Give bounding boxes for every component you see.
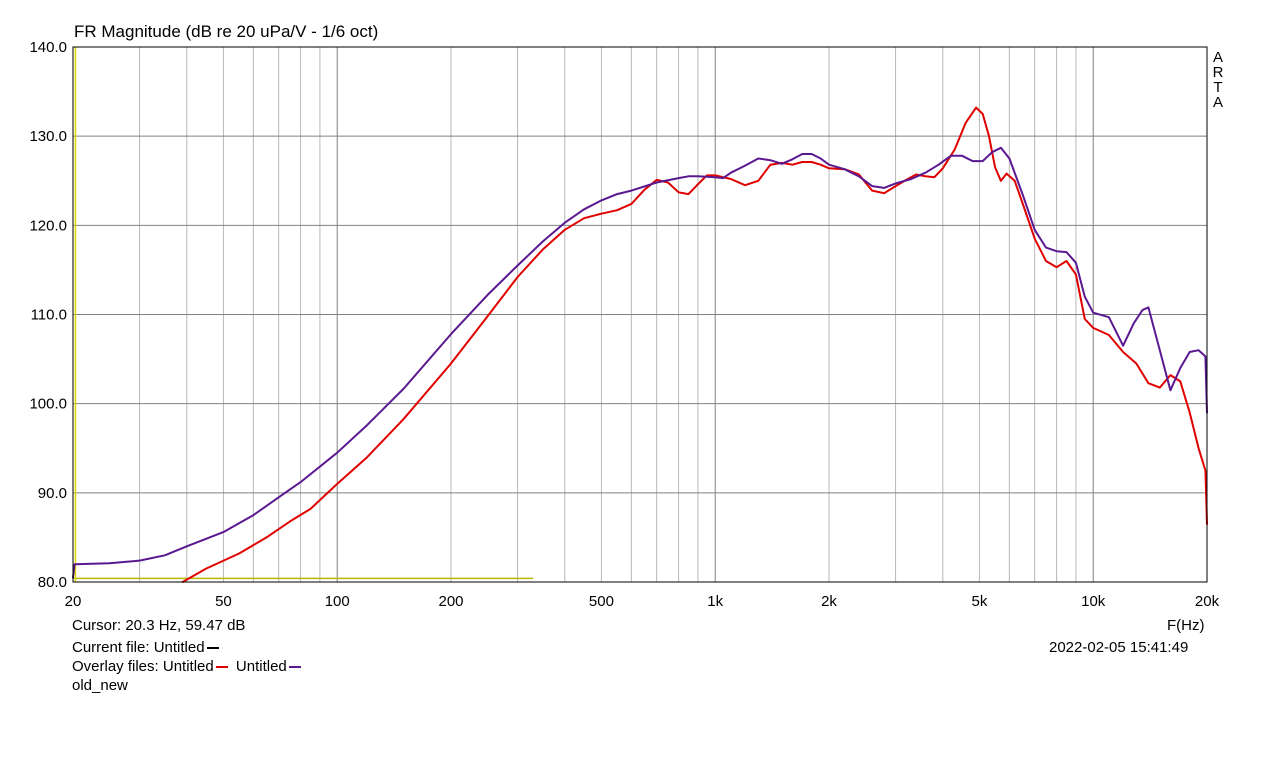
x-tick-labels: 20 50 100 200 500 1k 2k 5k 10k 20k (65, 593, 1220, 610)
x-tick-label: 50 (215, 593, 232, 610)
overlay-second-text: Untitled (235, 658, 287, 675)
x-tick-label: 20 (65, 593, 82, 610)
overlay2-swatch (288, 666, 301, 669)
y-tick-label: 130.0 (29, 128, 67, 145)
overlay-files-text: Overlay files: Untitled (72, 658, 214, 675)
grid-lines (73, 47, 1207, 582)
current-file-text: Current file: Untitled (72, 639, 205, 656)
overlay-files-label: Overlay files: Untitled Untitled (72, 658, 301, 676)
cursor-markers (73, 47, 534, 582)
y-tick-label: 120.0 (29, 217, 67, 234)
series-line-2 (72, 146, 1208, 579)
x-tick-label: 10k (1081, 593, 1106, 610)
timestamp: 2022-02-05 15:41:49 (1049, 639, 1189, 656)
chart-title: FR Magnitude (dB re 20 uPa/V - 1/6 oct) (74, 22, 379, 41)
cursor-readout: Cursor: 20.3 Hz, 59.47 dB (72, 617, 246, 634)
x-axis-label: F(Hz) (1167, 617, 1205, 634)
x-tick-label: 500 (589, 593, 614, 610)
note-label: old_new (72, 677, 128, 694)
current-file-swatch (206, 647, 219, 650)
y-tick-label: 110.0 (31, 307, 67, 324)
y-tick-label: 100.0 (29, 396, 67, 413)
x-tick-label: 2k (821, 593, 837, 610)
series-line-1 (181, 106, 1208, 583)
y-tick-labels: 80.0 90.0 100.0 110.0 120.0 130.0 140.0 (29, 39, 67, 591)
y-tick-label: 90.0 (38, 485, 67, 502)
y-tick-label: 140.0 (29, 39, 67, 56)
current-file-label: Current file: Untitled (72, 639, 219, 657)
series-group (72, 106, 1208, 583)
plot-frame (72, 46, 1208, 583)
x-tick-label: 1k (707, 593, 723, 610)
x-tick-label: 20k (1195, 593, 1220, 610)
x-tick-label: 100 (325, 593, 350, 610)
x-tick-label: 5k (971, 593, 987, 610)
y-tick-label: 80.0 (38, 574, 67, 591)
overlay1-swatch (215, 666, 228, 669)
x-tick-label: 200 (438, 593, 463, 610)
